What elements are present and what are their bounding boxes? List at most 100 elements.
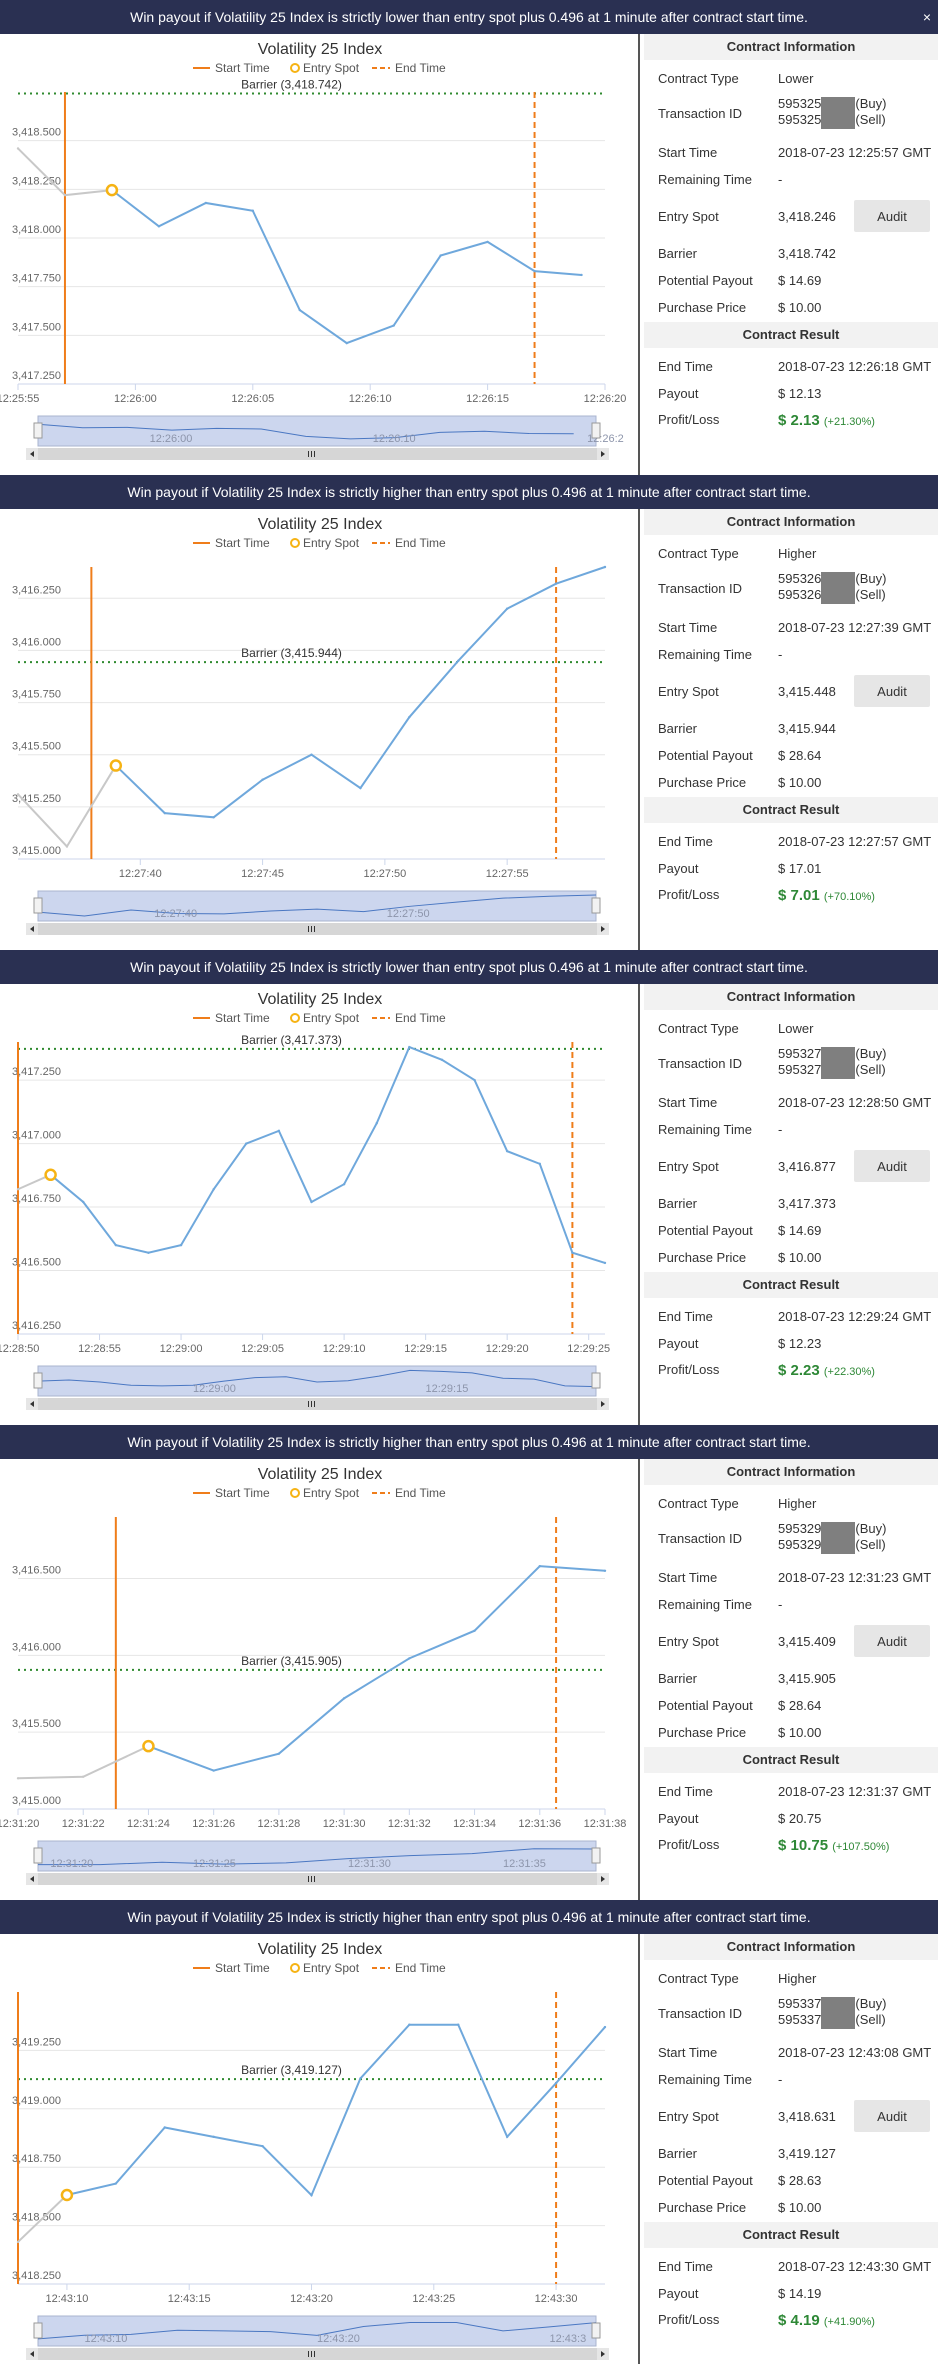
sell-tag: (Sell) <box>855 1062 886 1077</box>
navigator-scrollbar[interactable] <box>26 1873 609 1885</box>
contract-information-header: Contract Information <box>644 509 938 535</box>
start-time-label: Start Time <box>658 145 718 160</box>
x-tick-label: 12:27:45 <box>241 868 284 880</box>
navigator-left-handle[interactable] <box>33 2322 43 2339</box>
scroll-grip-icon[interactable] <box>308 1876 315 1882</box>
profit-amount: $ 2.13 <box>778 412 820 429</box>
y-tick-label: 3,415.500 <box>12 1718 61 1730</box>
scroll-grip-icon[interactable] <box>308 451 315 457</box>
x-tick-label: 12:31:38 <box>584 1818 627 1830</box>
legend-end-label: End Time <box>395 1011 446 1025</box>
barrier-value: 3,417.373 <box>778 1196 836 1211</box>
barrier-value: 3,415.905 <box>778 1671 836 1686</box>
navigator-left-handle[interactable] <box>33 1847 43 1864</box>
navigator-right-handle[interactable] <box>591 897 601 914</box>
data-point <box>571 1251 574 1254</box>
audit-button[interactable]: Audit <box>854 2100 930 2132</box>
data-point <box>261 2144 264 2148</box>
navigator-right-handle[interactable] <box>591 422 601 439</box>
contract-block: Win payout if Volatility 25 Index is str… <box>0 475 938 950</box>
transaction-buy: 595326 (Buy) <box>778 571 886 588</box>
navigator-scrollbar[interactable] <box>26 448 609 460</box>
transaction-sell: 595327 (Sell) <box>778 1062 886 1079</box>
data-point <box>473 1078 476 1082</box>
transaction-sell-id: 595329 <box>778 1537 822 1552</box>
data-point <box>580 273 583 277</box>
scroll-grip-icon[interactable] <box>308 1401 315 1407</box>
scroll-grip-icon[interactable] <box>308 926 315 932</box>
data-point <box>65 845 69 848</box>
chart-navigator[interactable]: 12:43:10 12:43:20 12:43:3 <box>26 2315 609 2360</box>
chart-svg: Volatility 25 Index Start Time Entry Spot E… <box>0 41 627 460</box>
entry-spot-marker <box>60 2188 74 2202</box>
chart-navigator[interactable]: 12:29:00 12:29:15 <box>26 1365 609 1410</box>
barrier-value: 3,418.742 <box>778 246 836 261</box>
navigator-left-handle[interactable] <box>33 422 43 439</box>
chart-navigator[interactable]: 12:26:00 12:26:10 12:26:2 <box>26 415 624 460</box>
y-tick-label: 3,416.500 <box>12 1564 61 1576</box>
remaining-time-value: - <box>778 647 783 662</box>
audit-button[interactable]: Audit <box>854 1625 930 1657</box>
x-tick-label: 12:26:20 <box>584 393 627 405</box>
chart-navigator[interactable]: 12:27:40 12:27:50 <box>26 890 609 935</box>
transaction-buy: 595325 (Buy) <box>778 96 886 113</box>
chart-legend: Start Time Entry Spot End Time <box>193 1011 446 1025</box>
payout-label: Payout <box>658 2286 699 2301</box>
purchase-price-value: $ 10.00 <box>778 1725 822 1740</box>
scroll-grip-icon[interactable] <box>308 2351 315 2357</box>
data-point <box>16 1777 20 1780</box>
navigator-label: 12:29:00 <box>193 1383 236 1395</box>
navigator-left-handle[interactable] <box>33 1372 43 1389</box>
price-chart[interactable]: Volatility 25 Index Start Time Entry Spot E… <box>0 34 640 475</box>
navigator-right-handle[interactable] <box>591 1372 601 1389</box>
navigator-window[interactable] <box>37 415 597 447</box>
legend-entry-swatch <box>290 1013 300 1023</box>
end-time-label: End Time <box>658 1784 713 1799</box>
contract-type-label: Contract Type <box>658 1496 739 1511</box>
price-chart[interactable]: Volatility 25 Index Start Time Entry Spot E… <box>0 509 640 950</box>
barrier-label: Barrier <box>658 2146 698 2161</box>
audit-button[interactable]: Audit <box>854 1150 930 1182</box>
data-point <box>298 308 301 312</box>
navigator-right-handle[interactable] <box>591 2322 601 2339</box>
chart-svg: Volatility 25 Index Start Time Entry Spot E… <box>0 991 610 1410</box>
navigator-window[interactable] <box>37 890 597 922</box>
audit-button[interactable]: Audit <box>854 200 930 232</box>
y-tick-label: 3,416.250 <box>12 1320 61 1332</box>
audit-button[interactable]: Audit <box>854 675 930 707</box>
navigator-series <box>37 894 597 917</box>
price-series-line <box>115 566 606 819</box>
navigator-right-handle[interactable] <box>591 1847 601 1864</box>
y-tick-label: 3,419.000 <box>12 2095 61 2107</box>
navigator-window[interactable] <box>37 1365 597 1397</box>
navigator-left-handle[interactable] <box>33 897 43 914</box>
profit-amount: $ 4.19 <box>778 2312 820 2329</box>
price-series-line <box>66 2023 606 2197</box>
barrier-value: 3,419.127 <box>778 2146 836 2161</box>
data-point <box>212 2135 215 2139</box>
close-icon[interactable]: × <box>922 9 932 25</box>
entry-spot-value: 3,418.246 <box>778 209 836 224</box>
transaction-buy-id: 595337 <box>778 1996 822 2011</box>
panel-divider <box>638 1934 640 2364</box>
price-chart[interactable]: Volatility 25 Index Start Time Entry Spot E… <box>0 984 640 1425</box>
end-time-value: 2018-07-23 12:26:18 GMT <box>778 359 932 374</box>
scroll-right-arrow-icon <box>601 2351 605 2357</box>
price-chart[interactable]: Volatility 25 Index Start Time Entry Spot E… <box>0 1459 640 1900</box>
contract-description-banner: Win payout if Volatility 25 Index is str… <box>0 1900 938 1934</box>
price-chart[interactable]: Volatility 25 Index Start Time Entry Spot E… <box>0 1934 640 2364</box>
profit-amount: $ 10.75 <box>778 1837 829 1854</box>
chart-title: Volatility 25 Index <box>258 1941 383 1958</box>
navigator-scrollbar[interactable] <box>26 2348 609 2360</box>
x-tick-label: 12:31:22 <box>62 1818 105 1830</box>
profit-amount: $ 7.01 <box>778 887 820 904</box>
x-tick-label: 12:29:10 <box>323 1343 366 1355</box>
x-tick-label: 12:31:26 <box>192 1818 235 1830</box>
chart-navigator[interactable]: 12:31:20 12:31:25 12:31:30 12:31:35 <box>26 1840 609 1885</box>
data-point <box>245 1142 248 1145</box>
navigator-scrollbar[interactable] <box>26 1398 609 1410</box>
navigator-series <box>37 1369 597 1388</box>
banner-text: Win payout if Volatility 25 Index is str… <box>127 1434 811 1450</box>
entry-spot-label: Entry Spot <box>658 684 719 699</box>
navigator-scrollbar[interactable] <box>26 923 609 935</box>
